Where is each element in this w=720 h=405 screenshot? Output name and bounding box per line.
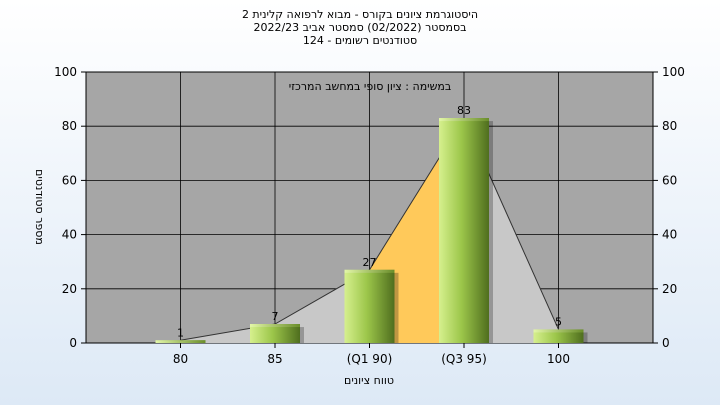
y-tick-label-left: 80	[62, 119, 77, 133]
chart-title-line-1: היסטוגרמת ציונים בקורס - מבוא לרפואה קלי…	[241, 8, 479, 21]
bar-top	[155, 340, 206, 343]
bar-80	[155, 340, 206, 343]
data-label: 5	[555, 315, 562, 328]
x-axis-label: טווח ציונים	[344, 374, 394, 387]
x-tick-label: (Q1 90)	[347, 352, 393, 366]
bar-top	[250, 324, 300, 328]
x-tick-label: 80	[173, 352, 188, 366]
bar-top	[533, 329, 584, 333]
bars	[155, 118, 588, 343]
data-label: 7	[272, 310, 279, 323]
y-axis-label: מספר סטודנטים	[33, 169, 46, 245]
bar-100	[533, 329, 588, 343]
y-tick-label-left: 60	[62, 173, 77, 187]
bar-(Q3 95)	[439, 118, 493, 343]
x-ticks: 80 85 (Q1 90) (Q3 95) 100	[173, 343, 570, 366]
bar-85	[250, 324, 304, 343]
bar-body	[533, 329, 584, 343]
bar-body	[439, 118, 489, 343]
chart-title: היסטוגרמת ציונים בקורס - מבוא לרפואה קלי…	[0, 8, 720, 47]
y-tick-label-right: 0	[662, 336, 670, 350]
y-ticks-right: 0 20 40 60 80 100	[653, 65, 685, 350]
x-tick-label: 85	[267, 352, 282, 366]
y-tick-label-left: 100	[54, 65, 77, 79]
bar-body	[344, 269, 395, 343]
data-label: 1	[177, 326, 184, 339]
y-ticks-left: 0 20 40 60 80 100	[54, 65, 86, 350]
bar-top	[439, 118, 489, 122]
y-tick-label-right: 40	[662, 228, 677, 242]
inner-label: במשימה : ציון סופי במחשב המרכזי	[289, 80, 452, 93]
y-tick-label-right: 60	[662, 173, 677, 187]
y-tick-label-left: 40	[62, 228, 77, 242]
bar-(Q1 90)	[344, 269, 399, 343]
y-tick-label-left: 20	[62, 282, 77, 296]
chart-title-line-3: סטודנטים רשומים - 124	[302, 34, 418, 47]
x-tick-label: 100	[547, 352, 570, 366]
y-tick-label-right: 20	[662, 282, 677, 296]
y-tick-label-left: 0	[69, 336, 77, 350]
y-tick-label-right: 100	[662, 65, 685, 79]
y-tick-label-right: 80	[662, 119, 677, 133]
data-label: 27	[363, 256, 377, 269]
bar-body	[250, 324, 300, 343]
bar-top	[344, 269, 395, 273]
chart-title-line-2: בסמסטר (02/2022) סמסטר אביב 2022/23	[253, 21, 467, 34]
data-labels: 1 7 27 83 5	[177, 104, 562, 339]
x-tick-label: (Q3 95)	[441, 352, 487, 366]
data-label: 83	[457, 104, 471, 117]
